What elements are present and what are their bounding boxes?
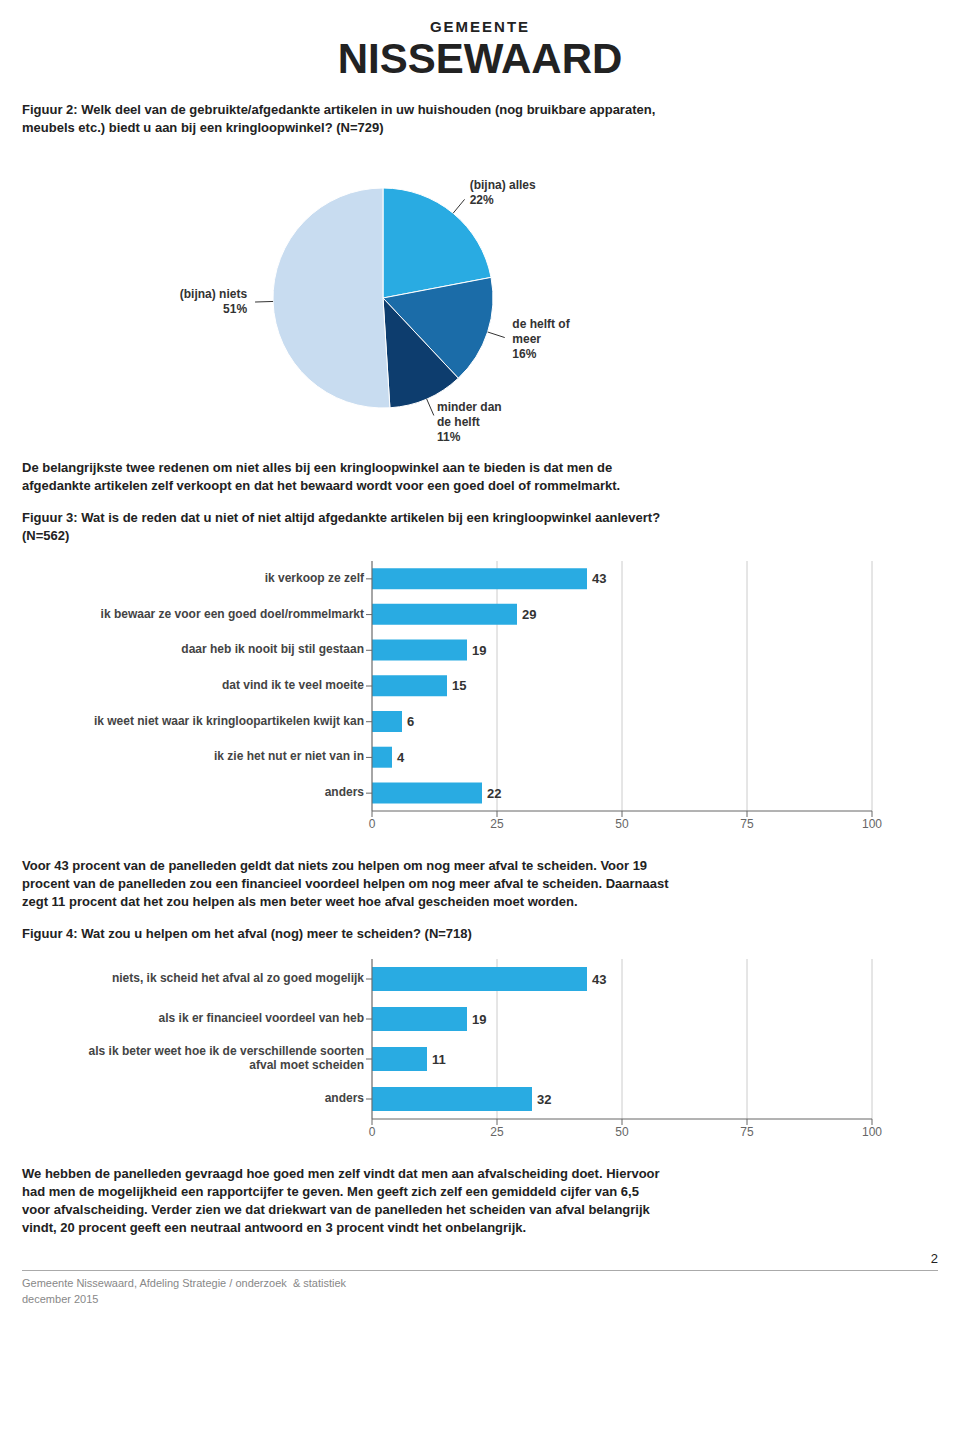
- svg-text:niets, ik scheid het afval al: niets, ik scheid het afval al zo goed mo…: [112, 971, 364, 985]
- svg-text:11: 11: [432, 1052, 446, 1067]
- svg-text:4: 4: [397, 750, 405, 765]
- html-text:(N=562): (N=562): [22, 528, 70, 543]
- html-text:Figuur 2: Welk deel van de geb: Figuur 2: Welk deel van de gebruikte/afg…: [22, 102, 656, 117]
- html-text:voor afvalscheiding. Verder zi: voor afvalscheiding. Verder zien we dat …: [22, 1202, 650, 1217]
- html-text:GEMEENTE: GEMEENTE: [429, 18, 531, 35]
- html-text:zegt 11 procent dat het zou he: zegt 11 procent dat het zou helpen als m…: [22, 894, 578, 909]
- html-text:Figuur 4: Wat zou u helpen om: Figuur 4: Wat zou u helpen om het afval …: [22, 926, 472, 941]
- svg-text:75: 75: [740, 1125, 754, 1139]
- html-text:afgedankte artikelen zelf verk: afgedankte artikelen zelf verkoopt en da…: [22, 478, 621, 493]
- svg-text:daar heb ik nooit bij stil ges: daar heb ik nooit bij stil gestaan: [181, 642, 364, 656]
- html-text:Gemeente Nissewaard, Afdeling: Gemeente Nissewaard, Afdeling Strategie …: [22, 1277, 347, 1289]
- svg-text:29: 29: [522, 607, 536, 622]
- svg-text:ik zie het nut er niet van in: ik zie het nut er niet van in: [214, 750, 364, 764]
- svg-text:als ik er financieel voordeel: als ik er financieel voordeel van heb: [159, 1011, 364, 1025]
- svg-text:ik bewaar ze voor een goed doe: ik bewaar ze voor een goed doel/rommelma…: [101, 607, 364, 621]
- html-text:vindt, 20 procent geeft een ne: vindt, 20 procent geeft een neutraal ant…: [22, 1220, 527, 1235]
- html-text:NISSEWAARD: NISSEWAARD: [337, 35, 623, 82]
- svg-text:de helft ofmeer16%: de helft ofmeer16%: [512, 317, 570, 361]
- html-text:2: 2: [930, 1251, 938, 1266]
- svg-text:0: 0: [369, 817, 376, 831]
- html-text:december 2015: december 2015: [22, 1293, 99, 1305]
- svg-text:(bijna) niets51%: (bijna) niets51%: [180, 287, 248, 316]
- svg-text:43: 43: [592, 972, 606, 987]
- svg-text:25: 25: [490, 1125, 504, 1139]
- svg-text:75: 75: [740, 817, 754, 831]
- svg-text:ik verkoop ze zelf: ik verkoop ze zelf: [265, 571, 365, 585]
- svg-text:dat vind ik te veel moeite: dat vind ik te veel moeite: [222, 678, 364, 692]
- svg-text:25: 25: [490, 817, 504, 831]
- svg-text:43: 43: [592, 571, 606, 586]
- html-text:had men de mogelijkheid een ra: had men de mogelijkheid een rapportcijfe…: [22, 1184, 639, 1199]
- svg-text:15: 15: [452, 678, 466, 693]
- svg-text:anders: anders: [325, 785, 365, 799]
- svg-text:0: 0: [369, 1125, 376, 1139]
- html-text:De belangrijkste twee redenen: De belangrijkste twee redenen om niet al…: [22, 460, 613, 475]
- svg-text:50: 50: [615, 817, 629, 831]
- svg-text:22: 22: [487, 786, 501, 801]
- html-text:Voor 43 procent van de panelle: Voor 43 procent van de panelleden geldt …: [22, 858, 648, 873]
- svg-text:als ik beter weet hoe ik de ve: als ik beter weet hoe ik de verschillend…: [89, 1044, 364, 1072]
- svg-text:19: 19: [472, 643, 486, 658]
- svg-text:6: 6: [407, 714, 414, 729]
- svg-text:100: 100: [862, 1125, 882, 1139]
- svg-text:minder dande helft11%: minder dande helft11%: [437, 400, 502, 444]
- html-text:meubels etc.) biedt u aan bij: meubels etc.) biedt u aan bij een kringl…: [22, 120, 384, 135]
- svg-text:100: 100: [862, 817, 882, 831]
- svg-text:anders: anders: [325, 1091, 365, 1105]
- svg-text:32: 32: [537, 1092, 551, 1107]
- html-text:We hebben de panelleden gevraa: We hebben de panelleden gevraagd hoe goe…: [22, 1166, 660, 1181]
- html-text:Figuur 3: Wat is de reden dat: Figuur 3: Wat is de reden dat u niet of …: [22, 510, 661, 525]
- svg-text:50: 50: [615, 1125, 629, 1139]
- svg-text:ik weet niet waar ik kringloop: ik weet niet waar ik kringloopartikelen …: [94, 714, 364, 728]
- svg-text:(bijna) alles22%: (bijna) alles22%: [470, 178, 536, 207]
- svg-text:19: 19: [472, 1012, 486, 1027]
- html-text:procent van de panelleden zou: procent van de panelleden zou een financ…: [22, 876, 669, 891]
